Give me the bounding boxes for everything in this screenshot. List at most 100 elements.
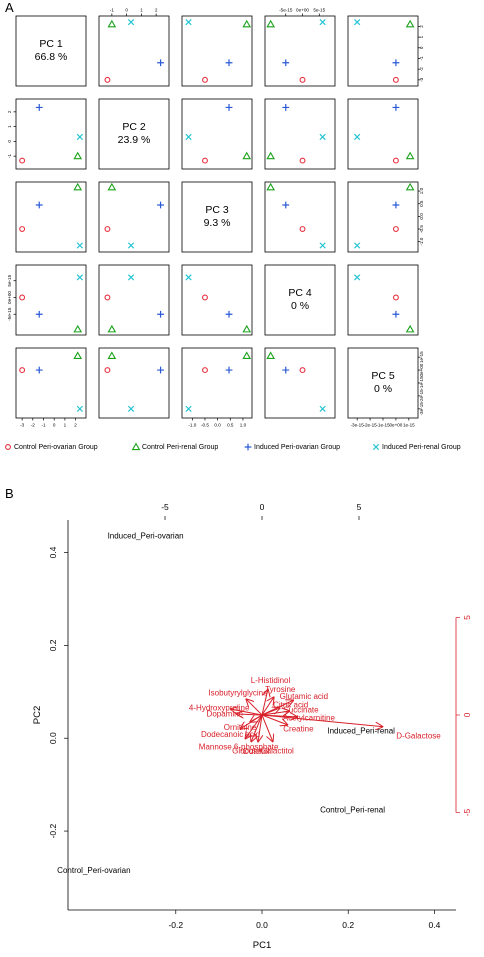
pairs-cell-4-1 [15, 264, 87, 336]
point [225, 310, 233, 318]
tick-label: -3 [419, 77, 424, 82]
point [127, 405, 135, 412]
point [282, 59, 290, 67]
point [185, 405, 192, 412]
point [242, 151, 252, 160]
point [282, 366, 290, 374]
pca-pairs-plot: PC 166.8 %PC 223.9 %PC 39.3 %PC 40 %PC 5… [7, 8, 424, 428]
tick-label: 0e+00 [419, 363, 424, 376]
point [319, 405, 326, 412]
point [157, 366, 164, 374]
sample-label: Control_Peri-renal [320, 806, 385, 815]
loading-label: Citric acid [273, 701, 308, 710]
point [104, 367, 111, 374]
pairs-cell-5-2 [98, 347, 170, 419]
point [392, 59, 400, 67]
panel-a-label: A [5, 0, 14, 15]
tick-label: 0.4 [48, 546, 58, 558]
tick-label: -0.2 [168, 920, 183, 930]
point [107, 182, 117, 191]
pairs-cell-4-3 [181, 264, 253, 336]
loading-label: 4-Hydroxyproline [189, 703, 250, 712]
point [107, 324, 117, 333]
pairs-cell-3-5 [347, 181, 419, 253]
loading-arrow [261, 714, 287, 725]
point [76, 133, 84, 141]
pairs-cell-3-2 [98, 181, 170, 253]
tick-label: -3e-15 [419, 402, 424, 416]
pairs-cell-2-1 [15, 98, 87, 170]
tick-label: 1 [419, 35, 424, 38]
tick-label: 1e-15 [403, 423, 415, 428]
pc-label: PC 2 [122, 121, 146, 133]
point [392, 294, 399, 301]
loading-arrow [251, 714, 263, 741]
pairs-cell-1-1 [15, 15, 87, 87]
loading-arrow [258, 714, 262, 741]
tick-label: 5 [462, 615, 472, 620]
tick-label: -0.2 [48, 823, 58, 838]
tick-label: -2e-15 [419, 389, 424, 403]
pairs-cell-5-3 [181, 347, 253, 419]
loading-label: L-Histidinol [251, 676, 291, 685]
tick-label: 1 [140, 8, 143, 13]
tick-label: 0.4 [429, 920, 441, 930]
tick-label: -3e-15 [351, 423, 365, 428]
loading-arrow [246, 714, 263, 738]
tick-label: -2e-15 [363, 423, 377, 428]
pairs-cell-3-3 [181, 181, 253, 253]
point [242, 324, 252, 333]
loading-label: Galactitol [260, 747, 294, 756]
tick-label: 0.0 [256, 920, 268, 930]
tick-label: 5 [357, 502, 362, 512]
point [266, 151, 276, 160]
tick-label: 0.0 [48, 732, 58, 744]
tick-label: 1.0 [419, 187, 424, 194]
loading-label: Isobutyrylglycine [208, 688, 268, 697]
tick-label: 0.2 [342, 920, 354, 930]
loading-label: Dodecanoic acid [201, 730, 260, 739]
point [157, 310, 164, 318]
loading-arrow [241, 714, 263, 729]
point [127, 242, 135, 249]
pairs-cell-5-1 [15, 347, 87, 419]
tick-label: 2 [74, 423, 77, 428]
point [266, 182, 276, 191]
point [157, 59, 164, 67]
pc-label: PC 4 [288, 287, 312, 299]
pairs-cell-2-4 [264, 98, 336, 170]
panel-b-label: B [5, 486, 14, 501]
tick-label: 0e+00 [389, 423, 402, 428]
pc-variance: 0 % [291, 300, 309, 312]
loading-label: Tyrosine [265, 685, 296, 694]
legend-marker [372, 443, 380, 451]
tick-label: -0.5 [201, 423, 209, 428]
point [104, 226, 111, 232]
tick-label: 0.5 [227, 423, 234, 428]
point [104, 294, 111, 301]
point [76, 405, 84, 412]
legend-label: Control Peri-ovarian Group [14, 444, 98, 451]
tick-label: -1 [419, 56, 424, 61]
point [19, 294, 26, 301]
pairs-cell-3-4 [264, 181, 336, 253]
tick-label: -0.5 [419, 225, 424, 233]
point [282, 104, 290, 111]
tick-label: -5e-15 [7, 307, 12, 321]
loading-arrow [246, 699, 263, 716]
loading-arrow [261, 708, 279, 716]
point [104, 76, 111, 83]
loading-label: Mannose 6-phosphate [199, 743, 279, 752]
point [392, 310, 400, 318]
point [282, 201, 290, 209]
tick-label: -5e-15 [279, 8, 293, 13]
point [35, 201, 43, 209]
loading-label: Creatine [283, 724, 314, 733]
pca-biplot: -0.2 0.0 0.2 0.4 PC1 -0.2 0.0 0.2 0.4 PC2 -5 0 5 -5 0 5… [32, 502, 472, 951]
point [107, 19, 117, 28]
point [19, 226, 26, 232]
tick-label: 5e-15 [313, 8, 325, 13]
loading-arrow [261, 715, 297, 717]
point [225, 104, 233, 111]
